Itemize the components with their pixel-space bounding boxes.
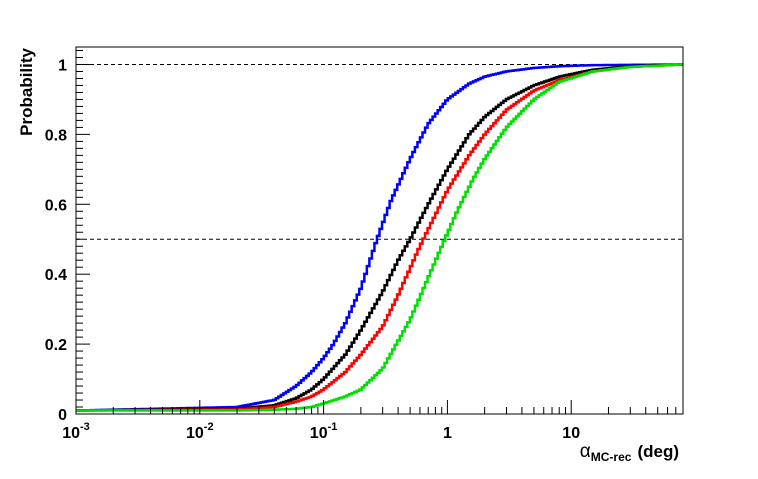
plot-frame xyxy=(75,46,684,415)
x-tick-label: 10-2 xyxy=(186,421,214,442)
x-axis-label-subscript: MC-rec xyxy=(591,450,632,464)
y-axis-label: Probability xyxy=(17,47,36,135)
y-tick-label: 0.4 xyxy=(45,267,67,284)
plot-border xyxy=(75,46,684,415)
y-tick-label: 0.2 xyxy=(45,337,67,354)
x-tick-label: 10-1 xyxy=(310,421,338,442)
series-line-0 xyxy=(76,63,683,412)
y-tick-label: 0.6 xyxy=(45,197,67,214)
series-line-2 xyxy=(76,63,683,412)
y-tick-label: 0 xyxy=(58,407,67,424)
series-group xyxy=(76,63,683,412)
y-tick-label: 1 xyxy=(58,57,67,74)
x-tick-label: 1 xyxy=(443,425,452,442)
reference-lines xyxy=(76,63,683,240)
x-tick-label: 10-3 xyxy=(62,421,90,442)
x-axis-label-unit: (deg) xyxy=(637,442,679,461)
x-axis-label: αMC-rec (deg) xyxy=(580,441,679,464)
x-tick-label: 10 xyxy=(562,425,580,442)
series-line-1 xyxy=(76,63,683,412)
x-axis-label-symbol: α xyxy=(580,441,591,462)
y-axis: 0 0.2 0.4 0.6 0.8 1 xyxy=(45,49,90,424)
y-tick-label: 0.8 xyxy=(45,127,67,144)
series-line-3 xyxy=(76,63,683,412)
x-axis: 10-3 10-2 10-1 1 10 xyxy=(62,400,684,442)
